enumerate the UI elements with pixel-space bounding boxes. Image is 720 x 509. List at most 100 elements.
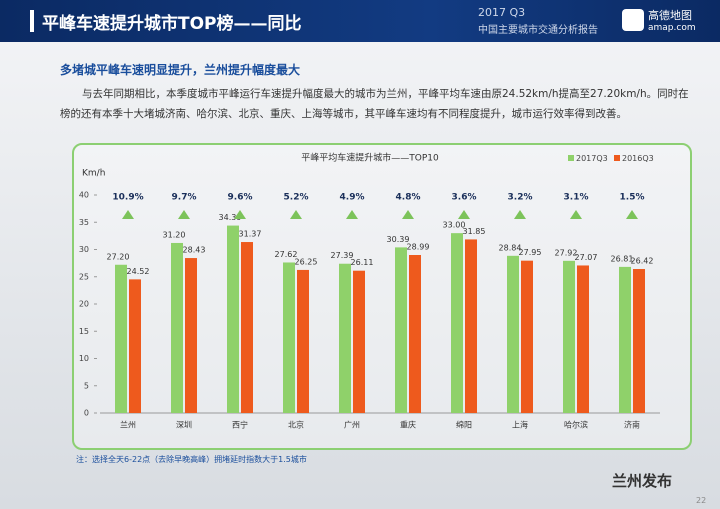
x-tick-label: 济南	[624, 420, 640, 430]
bar-value-label: 27.39	[331, 251, 354, 260]
y-tick-label: 20	[79, 300, 89, 309]
growth-marker	[346, 210, 358, 219]
header-bar	[0, 0, 720, 42]
bar	[409, 255, 421, 413]
legend-label: 2016Q3	[622, 154, 654, 163]
subtitle: 多堵城平峰车速明显提升，兰州提升幅度最大	[60, 63, 301, 77]
growth-label: 9.7%	[172, 193, 197, 203]
bar	[115, 264, 127, 413]
bar-value-label: 27.07	[575, 253, 598, 262]
bar	[465, 239, 477, 413]
bar-value-label: 31.20	[163, 230, 186, 239]
bar-value-label: 28.99	[407, 243, 430, 252]
bar	[619, 266, 631, 413]
bar	[227, 225, 239, 413]
bar	[185, 258, 197, 413]
growth-marker	[290, 210, 302, 219]
y-tick-label: 30	[79, 245, 89, 254]
bar-value-label: 28.84	[499, 243, 522, 252]
growth-marker	[626, 210, 638, 219]
bar-value-label: 27.62	[275, 250, 298, 259]
bar-value-label: 34.39	[219, 213, 242, 222]
bar-value-label: 33.00	[443, 221, 466, 230]
header-report: 中国主要城市交通分析报告	[478, 25, 598, 36]
growth-label: 5.2%	[284, 193, 309, 203]
growth-marker	[402, 210, 414, 219]
bar	[633, 269, 645, 413]
growth-label: 3.6%	[452, 193, 477, 203]
growth-label: 9.6%	[228, 193, 253, 203]
growth-marker	[178, 210, 190, 219]
bar	[129, 279, 141, 413]
x-tick-label: 北京	[288, 420, 304, 430]
legend-swatch	[568, 155, 574, 161]
brand-name: 高德地图	[648, 9, 692, 22]
bar-value-label: 26.81	[611, 254, 634, 263]
growth-label: 3.1%	[564, 193, 589, 203]
bar	[451, 233, 463, 413]
bar-value-label: 28.43	[183, 246, 206, 255]
x-tick-label: 上海	[512, 420, 528, 430]
bar	[339, 263, 351, 413]
y-tick-label: 15	[79, 327, 89, 336]
x-tick-label: 兰州	[120, 420, 136, 430]
x-tick-label: 哈尔滨	[564, 420, 588, 430]
bar-value-label: 31.37	[239, 230, 262, 239]
bar	[521, 260, 533, 413]
bar-value-label: 31.85	[463, 227, 486, 236]
bar	[241, 242, 253, 413]
growth-marker	[514, 210, 526, 219]
header-accent	[30, 10, 34, 32]
growth-marker	[234, 210, 246, 219]
brand-logo	[622, 9, 644, 31]
bar-value-label: 26.11	[351, 258, 374, 267]
y-tick-label: 5	[84, 381, 89, 390]
bar	[297, 269, 309, 413]
y-tick-label: 0	[84, 409, 89, 418]
bar-value-label: 24.52	[127, 267, 150, 276]
brand-site: amap.com	[648, 23, 696, 33]
bar-value-label: 27.20	[107, 252, 130, 261]
bar	[283, 262, 295, 413]
growth-label: 1.5%	[620, 193, 645, 203]
bar	[577, 265, 589, 413]
x-tick-label: 广州	[344, 420, 360, 430]
x-tick-label: 西宁	[232, 420, 248, 430]
bar-value-label: 26.25	[295, 257, 318, 266]
note: 注：选择全天6-22点（去除早晚高峰）拥堵延时指数大于1.5城市	[76, 455, 307, 464]
bar-value-label: 26.42	[631, 257, 654, 266]
legend-label: 2017Q3	[576, 154, 608, 163]
growth-marker	[570, 210, 582, 219]
header-period: 2017 Q3	[478, 6, 526, 19]
growth-label: 4.8%	[396, 193, 421, 203]
bar	[353, 270, 365, 413]
bar	[171, 242, 183, 413]
bar-value-label: 30.39	[387, 235, 410, 244]
header-title: 平峰车速提升城市TOP榜——同比	[42, 14, 302, 34]
page-number: 22	[696, 496, 707, 505]
bar-value-label: 27.92	[555, 248, 578, 257]
x-tick-label: 重庆	[400, 420, 416, 430]
bar	[507, 255, 519, 413]
chart-title: 平峰平均车速提升城市——TOP10	[301, 152, 439, 164]
y-tick-label: 35	[79, 218, 89, 227]
growth-label: 3.2%	[508, 193, 533, 203]
paragraph: 与去年同期相比，本季度城市平峰运行车速提升幅度最大的城市为兰州，平峰平均车速由原…	[60, 88, 689, 120]
bar	[563, 260, 575, 413]
watermark: 兰州发布	[612, 472, 673, 490]
x-tick-label: 深圳	[176, 420, 192, 430]
growth-marker	[458, 210, 470, 219]
y-axis-label: Km/h	[82, 169, 105, 179]
growth-label: 4.9%	[340, 193, 365, 203]
bar-value-label: 27.95	[519, 248, 542, 257]
growth-label: 10.9%	[112, 193, 143, 203]
y-tick-label: 40	[79, 191, 89, 200]
x-tick-label: 绵阳	[456, 420, 472, 430]
growth-marker	[122, 210, 134, 219]
y-tick-label: 25	[79, 272, 89, 281]
bar	[395, 247, 407, 413]
y-tick-label: 10	[79, 354, 89, 363]
legend-swatch	[614, 155, 620, 161]
